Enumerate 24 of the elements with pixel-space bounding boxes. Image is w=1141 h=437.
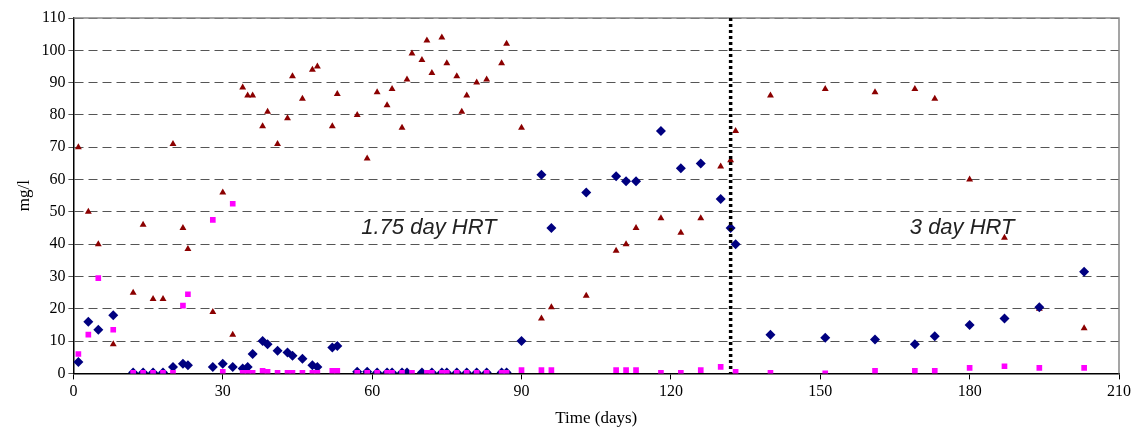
y-tick-label: 80 xyxy=(49,105,66,123)
x-tick-label: 60 xyxy=(364,382,381,400)
x-axis-title: Time (days) xyxy=(555,408,638,428)
y-tick-label: 70 xyxy=(49,137,66,155)
y-tick-label: 60 xyxy=(49,169,66,187)
annotation: 1.75 day HRT xyxy=(361,213,499,239)
x-tick-label: 180 xyxy=(957,382,982,400)
y-tick-label: 10 xyxy=(49,331,66,349)
annotation: 3 day HRT xyxy=(909,213,1017,239)
y-tick-label: 0 xyxy=(57,363,66,381)
x-tick-label: 120 xyxy=(658,382,683,400)
x-tick-label: 150 xyxy=(808,382,833,400)
y-axis-title: mg/l xyxy=(13,179,33,212)
y-tick-label: 110 xyxy=(41,8,66,26)
y-tick-label: 30 xyxy=(49,266,66,284)
y-tick-label: 50 xyxy=(49,202,66,220)
x-tick-label: 0 xyxy=(69,382,78,400)
x-tick-label: 210 xyxy=(1107,382,1131,400)
y-tick-label: 90 xyxy=(49,72,66,90)
y-tick-label: 20 xyxy=(49,298,66,316)
x-tick-label: 30 xyxy=(214,382,231,400)
y-tick-label: 100 xyxy=(41,40,66,58)
x-tick-label: 90 xyxy=(513,382,530,400)
y-tick-label: 40 xyxy=(49,234,66,252)
